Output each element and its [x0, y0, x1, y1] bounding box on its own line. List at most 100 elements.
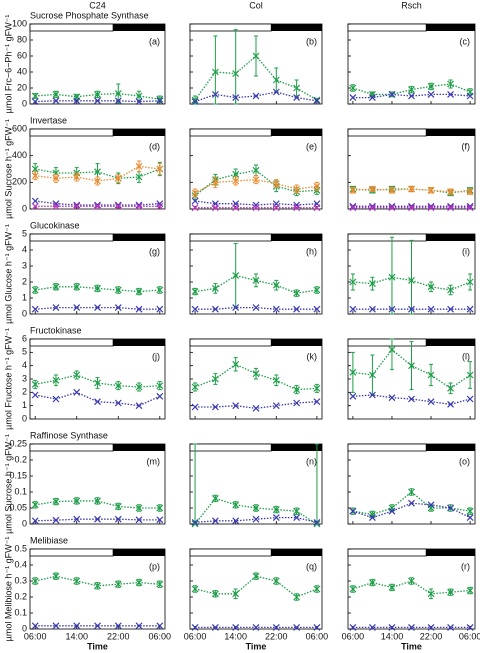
panel-label: (a) — [149, 36, 160, 46]
y-tick-label: 100 — [12, 18, 27, 28]
marker — [427, 82, 435, 90]
day-bar — [189, 128, 272, 137]
marker — [156, 516, 164, 524]
day-bar — [29, 443, 114, 452]
marker — [31, 197, 39, 205]
marker — [135, 162, 143, 170]
marker — [191, 383, 199, 391]
marker — [272, 88, 280, 96]
column-title: Rsch — [401, 0, 422, 10]
y-tick-label: 20 — [17, 82, 27, 92]
marker — [114, 286, 122, 294]
day-bar — [347, 23, 427, 32]
marker — [232, 70, 240, 78]
night-bar — [271, 549, 322, 556]
marker — [466, 514, 474, 522]
marker — [293, 94, 301, 102]
marker — [135, 383, 143, 391]
marker — [94, 398, 101, 406]
marker — [408, 499, 415, 507]
column-title: Col — [249, 0, 263, 10]
marker — [408, 488, 415, 496]
marker — [211, 305, 219, 313]
marker — [447, 400, 455, 408]
y-tick-label: 0.1 — [14, 486, 27, 496]
marker — [94, 201, 101, 209]
marker — [135, 201, 143, 209]
marker — [94, 97, 101, 105]
marker — [232, 304, 240, 312]
marker — [114, 201, 122, 209]
marker — [232, 623, 240, 631]
marker — [114, 202, 122, 210]
marker — [211, 90, 219, 98]
y-axis-label: µmol Sucrose h⁻¹ gFW⁻¹ — [3, 119, 13, 219]
marker — [191, 197, 199, 205]
x-axis-label: Time — [401, 641, 422, 651]
panel-title: Raffinose Synthase — [30, 430, 108, 440]
marker — [408, 305, 415, 313]
y-axis-label: µmol Sucrose h⁻¹ gFW⁻¹ — [3, 434, 13, 534]
marker — [466, 587, 474, 595]
marker — [114, 304, 122, 312]
marker — [114, 580, 122, 588]
marker — [156, 382, 164, 390]
y-tick-label: 0 — [22, 518, 27, 528]
marker — [427, 590, 435, 598]
marker — [466, 278, 474, 286]
marker — [252, 166, 260, 174]
plot-frame — [189, 443, 323, 525]
marker — [52, 304, 60, 312]
marker — [447, 204, 455, 212]
marker — [52, 283, 60, 291]
marker — [211, 375, 219, 383]
night-bar — [426, 24, 475, 31]
y-tick-label: 0 — [22, 203, 27, 213]
marker — [52, 97, 60, 105]
marker — [313, 286, 321, 294]
night-bar — [271, 339, 322, 346]
marker — [313, 97, 321, 105]
marker — [156, 202, 164, 210]
panel-label: (i) — [462, 246, 470, 256]
marker — [135, 173, 143, 181]
marker — [252, 276, 260, 284]
marker — [388, 507, 396, 515]
marker — [135, 516, 143, 524]
panel-label: (p) — [149, 561, 160, 571]
marker — [293, 593, 301, 601]
marker — [73, 371, 81, 379]
marker — [349, 94, 357, 102]
marker — [232, 94, 240, 102]
marker — [408, 204, 415, 212]
marker — [156, 95, 164, 103]
marker — [427, 371, 435, 379]
x-tick-label: 14:00 — [381, 631, 404, 641]
marker — [408, 202, 415, 210]
panel-title: Invertase — [30, 115, 67, 125]
marker — [313, 384, 321, 392]
y-tick-label: 6 — [22, 333, 27, 343]
marker — [156, 305, 164, 313]
panel-label: (n) — [306, 456, 317, 466]
day-bar — [29, 23, 114, 32]
night-bar — [271, 234, 322, 241]
marker — [156, 392, 164, 400]
marker — [466, 371, 474, 379]
marker — [466, 204, 474, 212]
x-tick-label: 06:00 — [184, 631, 207, 641]
y-tick-label: 60 — [17, 50, 27, 60]
plot-frame — [347, 128, 476, 210]
marker — [156, 504, 164, 512]
marker — [408, 623, 415, 631]
night-bar — [271, 444, 322, 451]
marker — [252, 515, 260, 523]
marker — [293, 185, 301, 193]
marker — [52, 90, 60, 98]
day-bar — [29, 128, 114, 137]
marker — [52, 622, 60, 630]
marker — [31, 172, 39, 180]
marker — [31, 98, 39, 106]
y-tick-label: 0.5 — [14, 543, 27, 553]
